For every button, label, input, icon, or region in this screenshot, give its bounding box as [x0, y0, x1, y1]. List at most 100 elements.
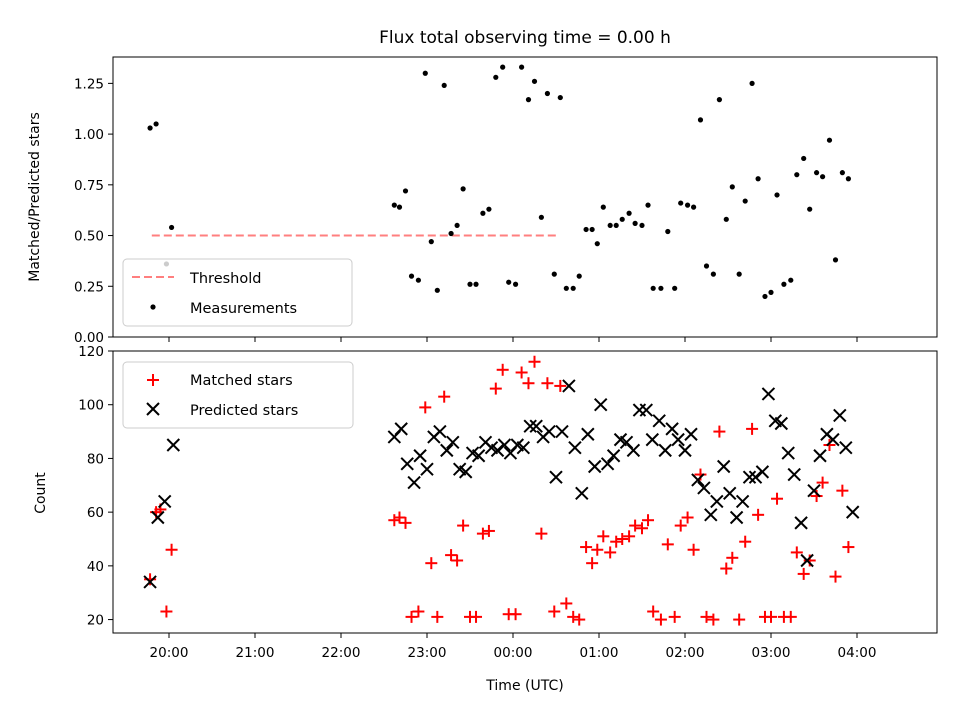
- matched-star-point: [580, 541, 593, 554]
- measurement-point: [428, 239, 434, 245]
- predicted-star-point: [755, 465, 770, 479]
- matched-star-point: [765, 610, 777, 623]
- predicted-star-point: [800, 553, 814, 568]
- matched-star-point: [393, 511, 406, 524]
- predicted-star-point: [555, 424, 569, 439]
- predicted-star-point: [665, 422, 679, 436]
- matched-star-point: [548, 605, 561, 618]
- measurement-point: [500, 64, 506, 70]
- matched-star-point: [425, 557, 438, 570]
- measurement-point: [563, 285, 569, 291]
- bottom-x-tick-label: 22:00: [322, 645, 361, 661]
- predicted-star-point: [710, 494, 724, 509]
- matched-star-point: [797, 567, 810, 580]
- measurement-point: [807, 206, 813, 212]
- bottom-y-tick-label: 40: [87, 559, 104, 575]
- measurement-point: [626, 210, 632, 216]
- matched-star-point: [674, 519, 687, 532]
- predicted-star-point: [143, 575, 157, 589]
- bottom-y-tick-label: 60: [87, 505, 104, 521]
- predicted-star-point: [723, 486, 737, 501]
- matched-star-point: [528, 355, 541, 368]
- predicted-star-point: [697, 481, 711, 495]
- matched-star-point: [399, 516, 412, 529]
- bottom-x-tick-label: 00:00: [494, 645, 533, 661]
- predicted-star-point: [562, 379, 576, 393]
- matched-star-point: [629, 519, 642, 532]
- matched-star-point: [438, 390, 451, 403]
- x-axis-label: Time (UTC): [485, 678, 563, 694]
- measurement-point: [755, 176, 761, 182]
- predicted-star-point: [407, 475, 421, 490]
- measurement-point: [736, 271, 742, 277]
- measurement-point: [665, 228, 671, 235]
- matched-star-point: [573, 613, 586, 626]
- matched-star-point: [687, 543, 700, 556]
- measurement-point: [729, 184, 735, 190]
- matched-star-point: [842, 541, 855, 554]
- measurement-point: [448, 230, 454, 237]
- bottom-y-tick-label: 100: [78, 398, 104, 414]
- matched-star-point: [668, 610, 681, 623]
- measurement-point: [607, 222, 613, 229]
- matched-star-point: [482, 524, 495, 537]
- matched-star-point: [445, 549, 458, 562]
- measurement-point: [845, 176, 852, 182]
- top-plot-area: 0.00 0.25 0.50 0.75 1.00 1.25: [74, 56, 938, 346]
- bottom-y-tick-label: 20: [87, 613, 104, 629]
- matched-star-point: [560, 597, 573, 610]
- measurement-point: [703, 263, 710, 269]
- legend-predicted-swatch: [146, 402, 160, 416]
- matched-star-point: [720, 562, 733, 575]
- predicted-star-point: [748, 470, 763, 484]
- measurement-point: [826, 137, 833, 143]
- bottom-x-tick-label: 03:00: [752, 645, 791, 661]
- measurement-point: [480, 210, 486, 216]
- matched-star-point: [165, 543, 178, 556]
- measurement-point: [538, 214, 544, 220]
- legend-measurements-label: Measurements: [190, 301, 297, 317]
- matched-star-point: [739, 535, 752, 548]
- matched-star-point: [388, 514, 401, 527]
- matched-star-point: [681, 511, 694, 524]
- predicted-star-point: [600, 457, 615, 471]
- matched-star-point: [733, 613, 746, 626]
- matched-star-point: [823, 439, 836, 451]
- count-panel: Count Time (UTC) 20 40 60 80 100 120 20:00 21:0…: [33, 344, 938, 694]
- matched-star-point: [586, 557, 599, 570]
- legend-measurements-swatch: [150, 304, 156, 310]
- predicted-star-point: [639, 403, 654, 417]
- measurement-point: [551, 271, 557, 277]
- legend-matched-swatch: [147, 374, 159, 386]
- predicted-star-point: [658, 443, 672, 458]
- measurement-point: [768, 289, 774, 295]
- matched-star-point: [541, 377, 554, 390]
- matched-star-point: [616, 533, 629, 545]
- matched-star-point: [476, 527, 489, 540]
- matched-star-point: [816, 476, 829, 489]
- top-y-tick-label: 1.25: [74, 76, 104, 92]
- measurement-point: [531, 78, 538, 84]
- predicted-star-point: [833, 408, 847, 423]
- predicted-star-point: [645, 432, 660, 447]
- predicted-star-point: [691, 473, 705, 487]
- measurement-point: [645, 202, 651, 208]
- bottom-x-tick-label: 01:00: [580, 645, 619, 661]
- measurement-point: [684, 202, 691, 208]
- predicted-star-point: [813, 449, 827, 463]
- measurement-point: [762, 293, 768, 300]
- matched-star-point: [829, 570, 842, 583]
- measurement-point: [639, 222, 645, 229]
- top-y-tick-label: 0.75: [74, 178, 104, 194]
- matched-star-point: [412, 605, 425, 618]
- bottom-x-tick-label: 04:00: [838, 645, 877, 661]
- measurement-point: [415, 277, 421, 283]
- measurement-point: [391, 202, 397, 208]
- predicted-star-point: [433, 424, 447, 439]
- matched-star-point: [713, 425, 726, 438]
- matched-star-point: [752, 508, 765, 521]
- predicted-star-point: [413, 449, 427, 463]
- measurement-point: [672, 285, 678, 291]
- measurement-point: [486, 206, 492, 212]
